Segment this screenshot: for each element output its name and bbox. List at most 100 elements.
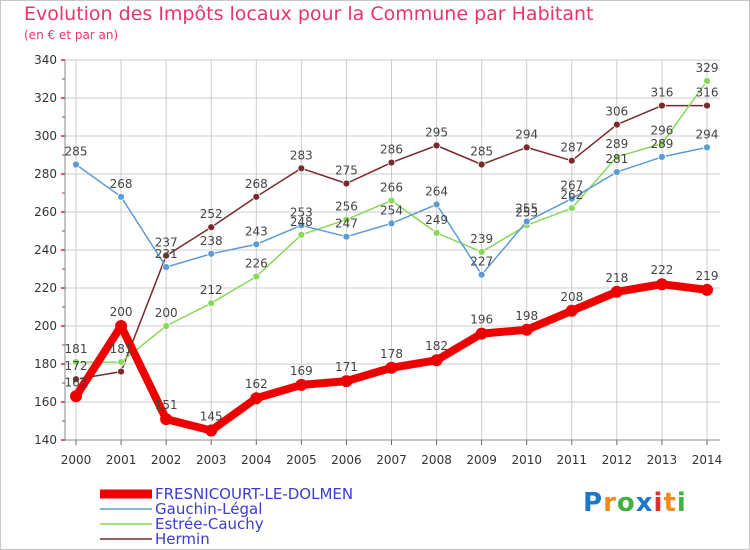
- data-point: [612, 120, 621, 129]
- data-point: [703, 77, 711, 85]
- data-label: 200: [110, 305, 133, 319]
- legend-label: Hermin: [155, 530, 210, 548]
- data-point: [387, 158, 396, 167]
- data-point: [658, 152, 666, 161]
- legend-item-hermin: Hermin: [100, 530, 210, 548]
- data-point: [207, 223, 216, 232]
- data-label: 268: [110, 177, 133, 191]
- x-tick-label: 2003: [196, 453, 227, 467]
- data-label: 162: [245, 377, 268, 391]
- data-point: [612, 168, 621, 177]
- data-point: [72, 375, 80, 384]
- y-tick-label: 320: [34, 91, 57, 105]
- chart-subtitle: (en € et par an): [24, 28, 119, 42]
- data-point: [567, 204, 576, 213]
- x-tick-label: 2004: [241, 453, 272, 467]
- data-label: 253: [515, 205, 538, 219]
- data-point: [162, 251, 171, 260]
- data-point: [703, 143, 711, 152]
- data-point: [658, 101, 666, 110]
- data-label: 238: [200, 234, 223, 248]
- data-label: 178: [380, 347, 403, 361]
- x-tick-label: 2011: [557, 453, 588, 467]
- logo-letter: P: [583, 488, 604, 518]
- data-label: 247: [335, 217, 358, 231]
- axes: 140 160 180 200 220 240 260 280 300 320 340 2000 200…: [34, 53, 722, 467]
- data-point: [295, 378, 308, 391]
- data-label: 255: [515, 202, 538, 216]
- data-label: 237: [155, 236, 178, 250]
- data-point: [567, 156, 576, 165]
- data-point: [115, 320, 128, 332]
- chart-title: Evolution des Impôts locaux pour la Comm…: [24, 3, 594, 25]
- data-label: 182: [425, 339, 448, 353]
- y-tick-label: 180: [34, 357, 57, 371]
- data-point: [477, 270, 486, 279]
- data-label: 227: [470, 255, 493, 269]
- data-label: 281: [605, 152, 628, 166]
- logo-letter: i: [653, 488, 664, 518]
- x-tick-label: 2000: [61, 453, 92, 467]
- data-point: [565, 304, 578, 317]
- data-point: [162, 263, 171, 272]
- data-label: 219: [696, 269, 719, 283]
- data-point: [250, 392, 263, 405]
- data-label: 248: [290, 215, 313, 229]
- y-tick-label: 220: [34, 281, 57, 295]
- data-point: [117, 367, 125, 376]
- legend-item-estree-cauchy: Estrée-Cauchy: [100, 515, 264, 533]
- series-hermin: [72, 101, 711, 384]
- data-label: 151: [155, 398, 178, 412]
- data-point: [658, 139, 666, 148]
- data-point: [432, 200, 441, 209]
- x-tick-label: 2008: [421, 453, 452, 467]
- data-label: 181: [65, 342, 88, 356]
- logo-letter: x: [635, 488, 654, 518]
- data-point: [117, 192, 125, 201]
- data-label: 262: [560, 188, 583, 202]
- data-point: [520, 323, 533, 336]
- logo-letter: r: [603, 488, 617, 518]
- data-label: 289: [650, 137, 673, 151]
- data-label: 208: [560, 290, 583, 304]
- data-label: 243: [245, 224, 268, 238]
- data-label: 264: [425, 184, 448, 198]
- data-label: 252: [200, 207, 223, 221]
- data-label: 267: [560, 179, 583, 193]
- data-label: 200: [155, 306, 178, 320]
- data-label: 145: [200, 410, 223, 424]
- data-point: [387, 219, 396, 228]
- y-tick-label: 200: [34, 319, 57, 333]
- data-label: 196: [470, 313, 493, 327]
- data-label: 254: [380, 203, 403, 217]
- data-label: 239: [470, 232, 493, 246]
- x-tick-label: 2010: [511, 453, 542, 467]
- data-point: [205, 424, 218, 437]
- data-label: 285: [470, 145, 493, 159]
- data-label: 231: [155, 247, 178, 261]
- data-label: 226: [245, 257, 268, 271]
- data-label: 181: [110, 342, 133, 356]
- data-point: [701, 283, 713, 296]
- data-point: [612, 152, 621, 161]
- data-label: 249: [425, 213, 448, 227]
- data-label: 275: [335, 164, 358, 178]
- y-tick-label: 140: [34, 433, 57, 447]
- data-label: 253: [290, 205, 313, 219]
- series-gauchin-legal: [72, 143, 711, 279]
- proxiti-logo: Proxiti: [583, 488, 687, 518]
- data-point: [297, 230, 306, 239]
- series: [70, 77, 713, 437]
- data-label: 294: [515, 127, 538, 141]
- data-point: [387, 196, 396, 205]
- data-label: 171: [335, 360, 358, 374]
- x-tick-label: 2009: [466, 453, 497, 467]
- data-point: [342, 179, 351, 188]
- x-tick-label: 2006: [331, 453, 362, 467]
- logo-letter: i: [676, 488, 687, 518]
- data-point: [297, 164, 306, 173]
- x-tick-label: 2005: [286, 453, 317, 467]
- series-fresnicourt-le-dolmen: [70, 278, 713, 437]
- x-tick-label: 2002: [151, 453, 182, 467]
